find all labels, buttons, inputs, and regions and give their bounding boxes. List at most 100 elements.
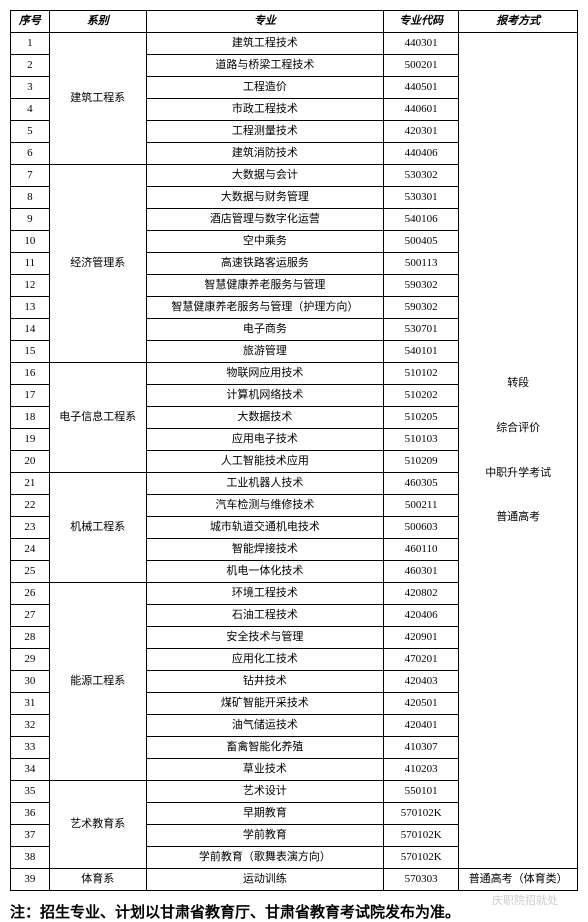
cell-major: 汽车检测与维修技术 <box>146 495 383 517</box>
cell-major: 道路与桥梁工程技术 <box>146 55 383 77</box>
cell-code: 500113 <box>383 253 458 275</box>
cell-code: 530301 <box>383 187 458 209</box>
cell-code: 440601 <box>383 99 458 121</box>
cell-code: 500201 <box>383 55 458 77</box>
cell-seq: 11 <box>11 253 50 275</box>
cell-major: 草业技术 <box>146 759 383 781</box>
cell-code: 500405 <box>383 231 458 253</box>
table-body: 1建筑工程系建筑工程技术440301转段综合评价中职升学考试普通高考2道路与桥梁… <box>11 33 578 891</box>
cell-major: 学前教育（歌舞表演方向） <box>146 847 383 869</box>
cell-code: 570102K <box>383 803 458 825</box>
cell-major: 大数据技术 <box>146 407 383 429</box>
cell-seq: 29 <box>11 649 50 671</box>
cell-major: 应用电子技术 <box>146 429 383 451</box>
cell-major: 工业机器人技术 <box>146 473 383 495</box>
cell-code: 410307 <box>383 737 458 759</box>
cell-code: 510202 <box>383 385 458 407</box>
cell-seq: 31 <box>11 693 50 715</box>
footer-note: 注：招生专业、计划以甘肃省教育厅、甘肃省教育考试院发布为准。 <box>10 901 578 922</box>
header-method: 报考方式 <box>459 11 578 33</box>
cell-seq: 16 <box>11 363 50 385</box>
cell-major: 工程造价 <box>146 77 383 99</box>
cell-code: 500603 <box>383 517 458 539</box>
cell-seq: 9 <box>11 209 50 231</box>
cell-seq: 38 <box>11 847 50 869</box>
cell-major: 智慧健康养老服务与管理（护理方向） <box>146 297 383 319</box>
cell-code: 470201 <box>383 649 458 671</box>
cell-seq: 30 <box>11 671 50 693</box>
cell-major: 智能焊接技术 <box>146 539 383 561</box>
cell-dept: 电子信息工程系 <box>49 363 146 473</box>
cell-seq: 35 <box>11 781 50 803</box>
cell-code: 590302 <box>383 297 458 319</box>
cell-code: 540106 <box>383 209 458 231</box>
cell-major: 建筑消防技术 <box>146 143 383 165</box>
cell-major: 物联网应用技术 <box>146 363 383 385</box>
cell-seq: 15 <box>11 341 50 363</box>
header-code: 专业代码 <box>383 11 458 33</box>
cell-major: 酒店管理与数字化运营 <box>146 209 383 231</box>
cell-major: 建筑工程技术 <box>146 33 383 55</box>
cell-seq: 22 <box>11 495 50 517</box>
cell-major: 旅游管理 <box>146 341 383 363</box>
cell-code: 540101 <box>383 341 458 363</box>
cell-dept: 经济管理系 <box>49 165 146 363</box>
cell-code: 420301 <box>383 121 458 143</box>
cell-seq: 26 <box>11 583 50 605</box>
cell-major: 运动训练 <box>146 869 383 891</box>
cell-seq: 36 <box>11 803 50 825</box>
cell-code: 510209 <box>383 451 458 473</box>
cell-major: 机电一体化技术 <box>146 561 383 583</box>
cell-seq: 39 <box>11 869 50 891</box>
cell-major: 学前教育 <box>146 825 383 847</box>
method-line: 普通高考 <box>460 502 576 533</box>
cell-dept: 能源工程系 <box>49 583 146 781</box>
cell-seq: 32 <box>11 715 50 737</box>
cell-seq: 34 <box>11 759 50 781</box>
cell-major: 早期教育 <box>146 803 383 825</box>
cell-code: 510103 <box>383 429 458 451</box>
cell-major: 应用化工技术 <box>146 649 383 671</box>
cell-major: 油气储运技术 <box>146 715 383 737</box>
cell-dept: 建筑工程系 <box>49 33 146 165</box>
cell-code: 570102K <box>383 825 458 847</box>
cell-major: 畜禽智能化养殖 <box>146 737 383 759</box>
cell-method: 普通高考（体育类） <box>459 869 578 891</box>
cell-code: 550101 <box>383 781 458 803</box>
cell-code: 510205 <box>383 407 458 429</box>
cell-seq: 37 <box>11 825 50 847</box>
cell-major: 钻井技术 <box>146 671 383 693</box>
cell-seq: 18 <box>11 407 50 429</box>
cell-code: 420901 <box>383 627 458 649</box>
cell-seq: 1 <box>11 33 50 55</box>
cell-major: 市政工程技术 <box>146 99 383 121</box>
cell-code: 590302 <box>383 275 458 297</box>
method-line: 中职升学考试 <box>460 458 576 489</box>
cell-dept: 机械工程系 <box>49 473 146 583</box>
cell-major: 工程测量技术 <box>146 121 383 143</box>
cell-seq: 12 <box>11 275 50 297</box>
cell-seq: 3 <box>11 77 50 99</box>
cell-method-merged: 转段综合评价中职升学考试普通高考 <box>459 33 578 869</box>
cell-major: 安全技术与管理 <box>146 627 383 649</box>
cell-seq: 17 <box>11 385 50 407</box>
cell-seq: 2 <box>11 55 50 77</box>
cell-dept: 体育系 <box>49 869 146 891</box>
cell-seq: 7 <box>11 165 50 187</box>
cell-seq: 21 <box>11 473 50 495</box>
cell-major: 煤矿智能开采技术 <box>146 693 383 715</box>
method-line: 综合评价 <box>460 413 576 444</box>
cell-code: 460110 <box>383 539 458 561</box>
cell-dept: 艺术教育系 <box>49 781 146 869</box>
cell-code: 570102K <box>383 847 458 869</box>
cell-code: 410203 <box>383 759 458 781</box>
cell-code: 440301 <box>383 33 458 55</box>
method-line: 转段 <box>460 368 576 399</box>
cell-seq: 5 <box>11 121 50 143</box>
cell-seq: 6 <box>11 143 50 165</box>
cell-code: 420501 <box>383 693 458 715</box>
cell-code: 420401 <box>383 715 458 737</box>
cell-seq: 19 <box>11 429 50 451</box>
cell-seq: 27 <box>11 605 50 627</box>
cell-code: 530302 <box>383 165 458 187</box>
